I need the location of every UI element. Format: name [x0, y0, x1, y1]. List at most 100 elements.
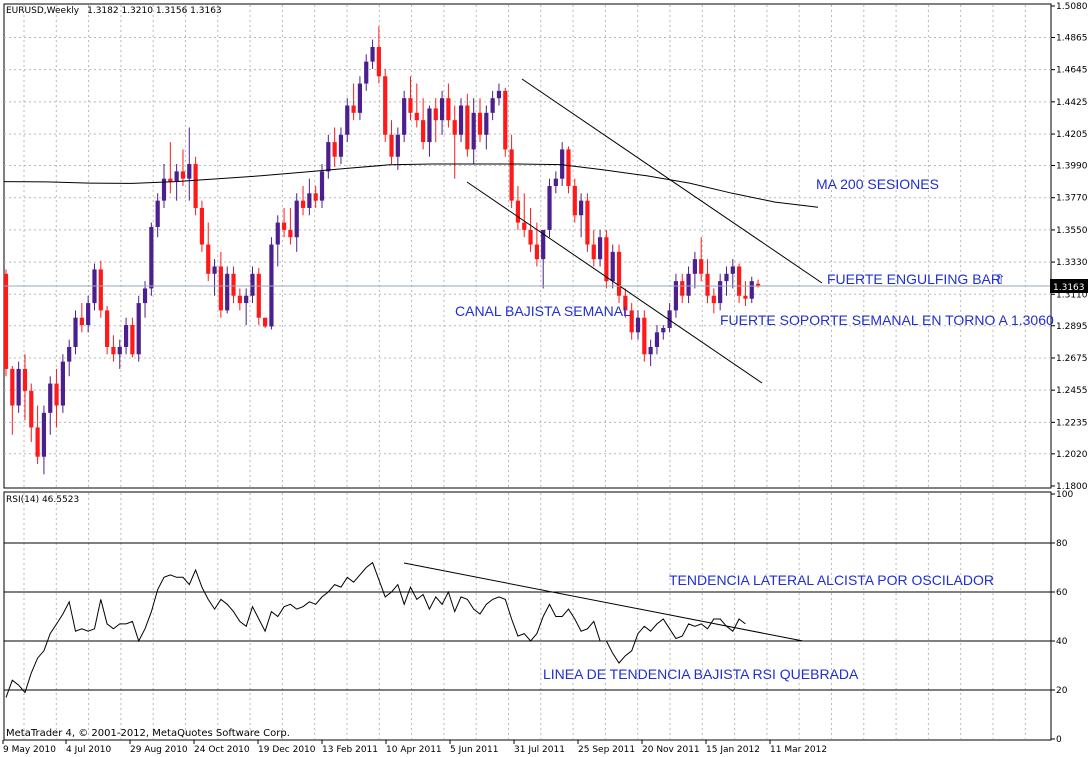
candle-body: [680, 281, 685, 296]
candle-body: [705, 273, 710, 296]
rsi-tick-label: 0: [1056, 735, 1062, 745]
time-tick-label: 5 Jun 2011: [450, 745, 498, 755]
candle-body: [263, 317, 268, 327]
candle-body: [326, 142, 331, 172]
rsi-tick-label: 80: [1056, 539, 1068, 549]
candle-body: [364, 61, 369, 84]
price-panel[interactable]: [3, 3, 1052, 489]
candle-body: [553, 178, 558, 186]
current-price-label: 1.3163: [1053, 283, 1085, 293]
candle-body: [755, 283, 761, 287]
candle-body: [168, 178, 173, 182]
candle-body: [465, 105, 470, 150]
rsi-trendline: [403, 562, 804, 642]
candle-body: [642, 317, 647, 355]
time-tick-label: 9 May 2010: [3, 745, 56, 755]
candle-body: [338, 134, 344, 157]
rsi-title: RSI(14) 46.5523: [6, 495, 79, 505]
candle-body: [3, 273, 9, 369]
price-tick-label: 1.2895: [1056, 322, 1088, 332]
candle-body: [547, 186, 552, 230]
rsi-y-axis: 0 20 40 60 80 100: [1051, 490, 1073, 745]
candle-body: [496, 90, 502, 99]
candle-body: [155, 200, 160, 227]
price-tick-label: 1.4865: [1056, 33, 1088, 43]
candle-body: [149, 226, 154, 289]
time-tick-label: 24 Oct 2010: [194, 745, 250, 755]
candle-body: [332, 142, 337, 157]
channel-lower-line: [466, 181, 763, 384]
candle-body: [193, 164, 198, 208]
rsi-grid: [4, 493, 1051, 739]
candle-body: [41, 412, 47, 457]
candle-body: [579, 200, 584, 216]
candle-body: [206, 244, 211, 274]
candle-body: [98, 269, 103, 311]
candle-body: [370, 46, 375, 62]
channel-upper-line: [521, 78, 823, 284]
candle-body: [743, 295, 748, 299]
rsi-panel[interactable]: [3, 491, 1052, 741]
candle-body: [105, 310, 110, 347]
chart-title: EURUSD,Weekly 1.3182 1.3210 1.3156 1.3163: [6, 6, 222, 16]
rsi-tick-label: 20: [1056, 686, 1068, 696]
candlestick-series: [3, 26, 761, 475]
engulfing-annotation: FUERTE ENGULFING BAR: [827, 271, 1001, 287]
time-tick-label: 19 Dec 2010: [258, 745, 316, 755]
price-tick-label: 1.1800: [1056, 482, 1088, 492]
candle-body: [737, 266, 742, 296]
time-tick-label: 11 Mar 2012: [770, 745, 827, 755]
price-tick-label: 1.4205: [1056, 130, 1088, 140]
candle-body: [161, 178, 167, 201]
candle-body: [35, 427, 40, 457]
candle-body: [648, 346, 653, 355]
time-tick-label: 10 Apr 2011: [386, 745, 442, 755]
candle-body: [123, 325, 129, 347]
price-grid: [4, 5, 1051, 487]
candle-body: [10, 368, 15, 406]
candle-body: [256, 273, 261, 318]
price-tick-label: 1.3110: [1056, 290, 1088, 300]
candle-body: [528, 229, 533, 245]
candle-body: [319, 171, 325, 201]
candle-body: [414, 112, 419, 121]
candle-body: [509, 149, 514, 201]
candle-body: [692, 259, 697, 274]
candle-body: [130, 325, 135, 355]
candle-body: [142, 288, 148, 304]
candle-body: [452, 120, 457, 135]
candle-body: [357, 83, 363, 113]
time-tick-label: 13 Feb 2011: [322, 745, 378, 755]
copyright-text: MetaTrader 4, © 2001-2012, MetaQuotes So…: [6, 728, 290, 739]
candle-body: [402, 98, 407, 135]
candle-body: [389, 134, 394, 157]
candle-body: [313, 193, 318, 201]
candle-body: [225, 273, 230, 311]
candle-body: [471, 112, 476, 150]
price-tick-label: 1.4645: [1056, 66, 1088, 76]
channel-annotation: CANAL BAJISTA SEMANAL: [455, 303, 631, 319]
price-tick-label: 1.3770: [1056, 194, 1088, 204]
candle-body: [86, 303, 91, 326]
candle-body: [623, 295, 628, 311]
rsi-tick-label: 40: [1056, 637, 1068, 647]
candle-body: [673, 281, 679, 311]
candle-body: [597, 237, 603, 260]
price-tick-label: 1.2235: [1056, 418, 1088, 428]
rsi-tick-label: 60: [1056, 588, 1068, 598]
time-tick-label: 15 Jan 2012: [706, 745, 760, 755]
candle-body: [345, 105, 350, 135]
candle-body: [616, 251, 622, 296]
candle-body: [60, 361, 65, 406]
candle-body: [54, 383, 59, 406]
rsi-line: [5, 561, 746, 698]
candle-body: [515, 200, 521, 223]
rsi-tick-label: 100: [1056, 490, 1073, 500]
candle-body: [395, 134, 400, 157]
candle-body: [67, 346, 72, 362]
candle-body: [604, 237, 609, 282]
candle-body: [408, 98, 413, 113]
candle-body: [136, 303, 141, 355]
candle-body: [541, 229, 546, 260]
